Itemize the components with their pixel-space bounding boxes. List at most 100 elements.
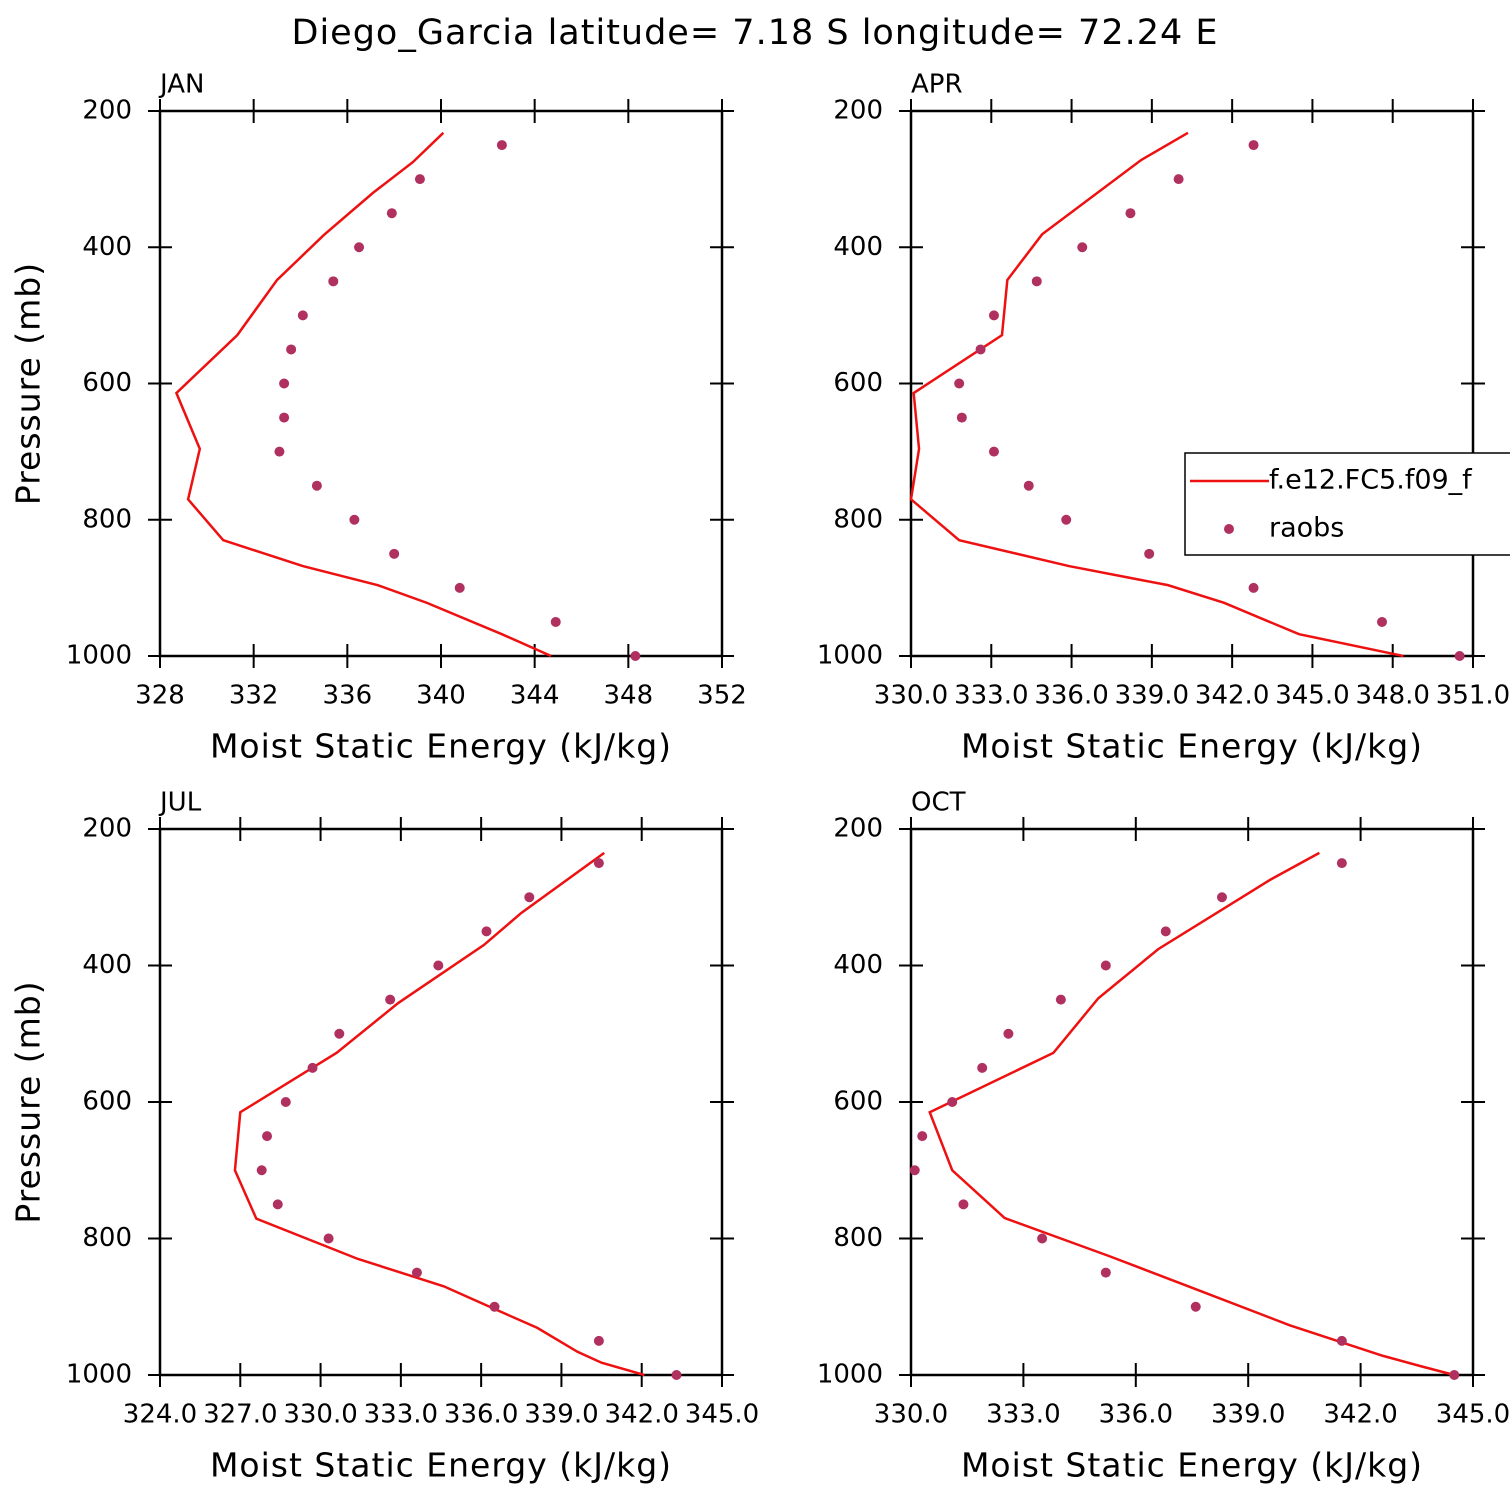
model-line <box>174 131 552 658</box>
panel-label: OCT <box>911 788 966 818</box>
y-tick-label: 200 <box>82 96 132 126</box>
y-tick-label: 800 <box>82 504 132 534</box>
x-tick-label: 351.0 <box>1436 681 1510 711</box>
obs-point <box>1248 582 1259 593</box>
obs-point <box>1077 242 1088 253</box>
plot-frame <box>158 109 724 658</box>
obs-point <box>1336 858 1347 869</box>
obs-point <box>909 1165 920 1176</box>
obs-point <box>280 1097 291 1107</box>
obs-point <box>1061 514 1072 525</box>
obs-point <box>328 276 339 287</box>
x-axis-label: Moist Static Energy (kJ/kg) <box>210 727 672 766</box>
panel-label: APR <box>911 70 963 100</box>
obs-point <box>454 582 465 593</box>
x-tick-label: 336.0 <box>1034 681 1108 711</box>
obs-point <box>1449 1370 1460 1380</box>
y-tick-label: 600 <box>82 1087 132 1117</box>
y-tick-label: 200 <box>833 814 883 844</box>
x-tick-label: 345.0 <box>1275 681 1349 711</box>
x-axis-label: Moist Static Energy (kJ/kg) <box>961 727 1423 766</box>
y-tick-label: 400 <box>833 232 883 262</box>
obs-point <box>389 548 400 559</box>
model-line <box>928 851 1455 1377</box>
x-axis-label: Moist Static Energy (kJ/kg) <box>210 1446 672 1485</box>
obs-point <box>307 1062 318 1073</box>
y-tick-label: 200 <box>833 96 883 126</box>
obs-point <box>1031 276 1042 287</box>
x-tick-label: 330.0 <box>283 1400 357 1430</box>
model-line <box>233 851 645 1377</box>
plot-frame <box>158 827 724 1377</box>
obs-point <box>671 1370 682 1380</box>
x-tick-label: 348 <box>604 681 654 711</box>
x-tick-label: 345.0 <box>685 1400 759 1430</box>
y-tick-label: 400 <box>833 950 883 980</box>
obs-point <box>272 1199 283 1210</box>
plot-frame <box>909 109 1475 658</box>
obs-point <box>414 174 425 185</box>
x-tick-label: 328 <box>135 681 185 711</box>
obs-point <box>1003 1028 1014 1039</box>
y-tick-label: 800 <box>833 504 883 534</box>
x-tick-label: 333.0 <box>986 1400 1060 1430</box>
model-line <box>909 131 1404 658</box>
x-tick-label: 340 <box>416 681 466 711</box>
y-tick-label: 600 <box>82 368 132 398</box>
panel-label: JUL <box>158 788 202 818</box>
obs-point <box>593 1335 604 1346</box>
y-tick-label: 600 <box>833 368 883 398</box>
legend-box <box>1184 452 1510 556</box>
obs-point <box>274 446 285 457</box>
plot-frame <box>909 827 1475 1377</box>
obs-point <box>286 344 297 355</box>
x-tick-label: 345.0 <box>1436 1400 1510 1430</box>
obs-point <box>279 412 290 423</box>
obs-point <box>311 480 322 491</box>
x-tick-label: 342.0 <box>1195 681 1269 711</box>
x-tick-label: 332 <box>229 681 279 711</box>
obs-point <box>550 616 561 627</box>
obs-point <box>262 1131 273 1142</box>
y-tick-label: 800 <box>82 1223 132 1253</box>
x-tick-label: 342.0 <box>1323 1400 1397 1430</box>
obs-point <box>630 651 641 661</box>
x-tick-label: 339.0 <box>1211 1400 1285 1430</box>
obs-point <box>1100 1267 1111 1278</box>
x-tick-label: 339.0 <box>524 1400 598 1430</box>
obs-point <box>323 1233 334 1244</box>
obs-point <box>954 378 965 389</box>
obs-point <box>956 412 967 423</box>
y-axis-label: Pressure (mb) <box>9 262 48 505</box>
x-tick-label: 339.0 <box>1115 681 1189 711</box>
obs-point <box>354 242 365 253</box>
y-tick-label: 1000 <box>817 641 883 671</box>
obs-point <box>297 310 308 321</box>
obs-point <box>975 344 986 355</box>
obs-point <box>947 1097 958 1107</box>
x-tick-label: 336 <box>323 681 373 711</box>
x-tick-label: 327.0 <box>203 1400 277 1430</box>
x-tick-label: 324.0 <box>123 1400 197 1430</box>
legend-label: raobs <box>1269 513 1344 544</box>
obs-point <box>988 310 999 321</box>
legend-label: f.e12.FC5.f09_f <box>1269 465 1473 496</box>
y-tick-label: 1000 <box>66 1360 132 1390</box>
obs-point <box>496 140 507 151</box>
obs-point <box>958 1199 969 1210</box>
x-axis-label: Moist Static Energy (kJ/kg) <box>961 1446 1423 1485</box>
obs-point <box>1377 616 1388 627</box>
obs-point <box>256 1165 267 1176</box>
y-axis-label: Pressure (mb) <box>9 980 48 1223</box>
obs-point <box>385 994 396 1005</box>
obs-point <box>334 1028 345 1039</box>
obs-point <box>593 858 604 869</box>
obs-point <box>1160 926 1171 937</box>
y-tick-label: 1000 <box>817 1360 883 1390</box>
obs-point <box>1125 208 1136 219</box>
obs-point <box>1144 548 1155 559</box>
x-tick-label: 344 <box>510 681 560 711</box>
obs-point <box>481 926 492 937</box>
